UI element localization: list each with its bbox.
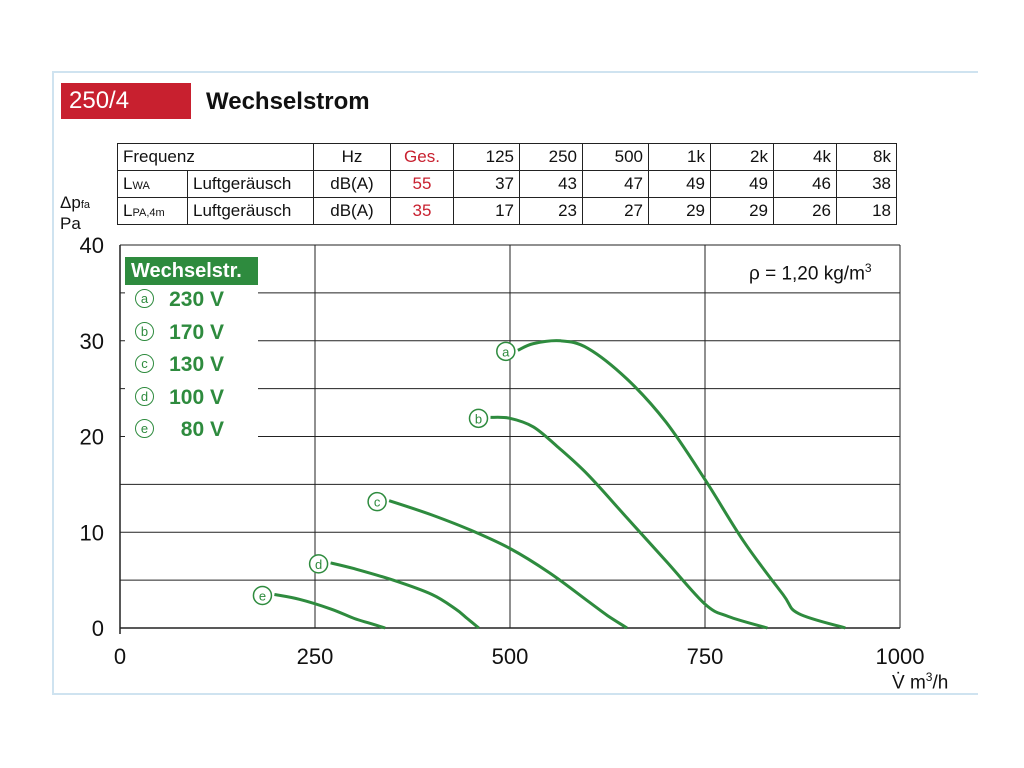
legend-marker-e: e (135, 419, 154, 438)
row-total: 35 (390, 197, 454, 225)
x-axis-label: V̇ m3/h (892, 670, 949, 694)
legend-item-b: b 170 V (135, 321, 224, 349)
header-frequency: Frequenz (117, 143, 314, 171)
legend-marker-c: c (135, 354, 154, 373)
legend-marker-d: d (135, 386, 154, 406)
y-tick-label: 20 (80, 425, 104, 450)
row-value: 26 (773, 197, 837, 225)
air-density-annotation: ρ = 1,20 kg/m3 (749, 261, 872, 285)
series-marker-e (252, 585, 273, 606)
series-line-a (517, 339, 846, 630)
series-marker-d (308, 554, 329, 574)
legend-item-e: e 80 V (135, 418, 224, 446)
series-marker-label-b: b (475, 411, 482, 426)
x-tick-label: 1000 (876, 644, 925, 669)
header-4k: 4k (773, 143, 837, 171)
row-value: 49 (648, 170, 711, 198)
row-label: Luftgeräusch (187, 197, 314, 225)
series-line-e (274, 593, 386, 630)
series-line-c (388, 499, 628, 630)
legend-item-c: c 130 V (135, 353, 224, 381)
row-value: 29 (710, 197, 774, 225)
x-tick-label: 0 (114, 644, 126, 669)
y-axis-label-symbol: Δpfa (60, 193, 90, 212)
series-marker-b (468, 408, 489, 429)
frame-top (52, 71, 978, 73)
row-value: 43 (519, 170, 583, 198)
row-unit: dB(A) (313, 197, 391, 225)
page-title: Wechselstrom (206, 88, 370, 115)
series-marker-label-a: a (502, 344, 510, 359)
chart-legend: Wechselstr. a 230 V b 170 V c 130 V d 100 V e 80 … (125, 257, 258, 442)
legend-marker-b: b (135, 321, 154, 341)
series-marker-label-d: d (315, 557, 322, 572)
y-axis-label-unit: Pa (60, 214, 81, 233)
frame-left (52, 71, 54, 695)
legend-marker-a: a (135, 289, 154, 308)
series-line-d (330, 561, 480, 630)
x-tick-label: 750 (687, 644, 724, 669)
row-value: 29 (648, 197, 711, 225)
row-symbol: LWA (117, 170, 188, 198)
row-total: 55 (390, 170, 454, 198)
row-label: Luftgeräusch (187, 170, 314, 198)
row-value: 23 (519, 197, 583, 225)
legend-title: Wechselstr. (125, 257, 258, 285)
row-value: 27 (582, 197, 649, 225)
legend-label-e: 80 V (180, 418, 224, 441)
series-line-b (490, 415, 768, 630)
legend-item-d: d 100 V (135, 386, 224, 414)
y-tick-label: 40 (80, 233, 104, 258)
series-marker-a (496, 341, 516, 362)
legend-label-d: 100 V (169, 385, 224, 409)
header-2k: 2k (710, 143, 774, 171)
noise-spec-table: Frequenz Hz Ges. 125 250 500 1k 2k 4k 8k… (117, 143, 897, 225)
series-marker-label-c: c (374, 495, 381, 510)
legend-item-a: a 230 V (135, 288, 224, 316)
frame-bottom (52, 693, 978, 695)
row-value: 17 (453, 197, 520, 225)
model-badge: 250/4 (61, 83, 191, 119)
header-250: 250 (519, 143, 583, 171)
legend-label-a: 230 V (169, 288, 224, 311)
row-value: 38 (836, 170, 897, 198)
legend-label-c: 130 V (169, 353, 224, 376)
row-value: 18 (836, 197, 897, 225)
y-tick-label: 0 (92, 616, 104, 641)
y-tick-label: 10 (80, 520, 104, 545)
series-marker-label-e: e (259, 588, 266, 603)
row-value: 46 (773, 170, 837, 198)
x-tick-label: 250 (297, 644, 334, 669)
x-tick-label: 500 (492, 644, 529, 669)
series-marker-c (367, 491, 387, 512)
y-tick-label: 30 (80, 329, 104, 354)
table-row: LPA,4m Luftgeräusch dB(A) 35 17 23 27 29… (117, 197, 897, 225)
legend-label-b: 170 V (169, 320, 224, 344)
row-value: 47 (582, 170, 649, 198)
row-symbol: LPA,4m (117, 197, 188, 225)
